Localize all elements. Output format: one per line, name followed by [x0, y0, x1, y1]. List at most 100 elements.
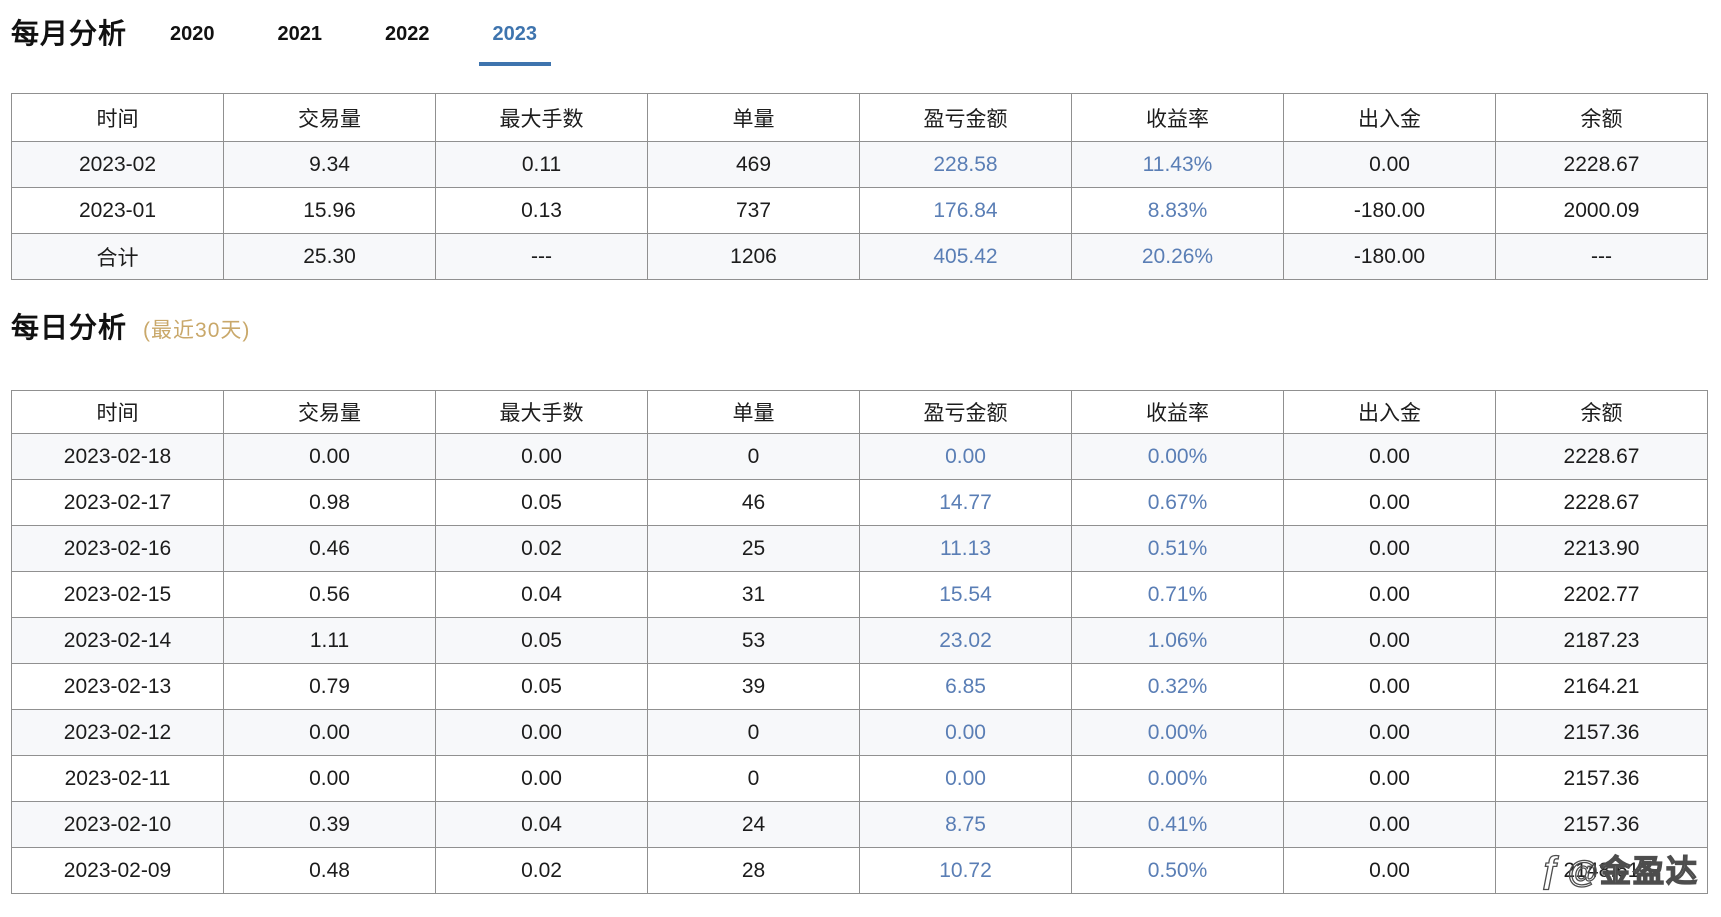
cell: 2023-02-09 — [11, 847, 224, 894]
cell: 0.48 — [223, 847, 436, 894]
table-row: 合计 25.30 --- 1206 405.42 20.26% -180.00 --- — [11, 233, 1708, 280]
cell: 228.58 — [859, 141, 1072, 188]
cell: 2023-02-16 — [11, 525, 224, 572]
cell: 20.26% — [1071, 233, 1284, 280]
table-row: 2023-02-16 0.46 0.02 25 11.13 0.51% 0.00 2213.9… — [11, 525, 1708, 572]
tab-2023[interactable]: 2023 — [478, 16, 552, 66]
cell: 0.00 — [435, 709, 648, 756]
column-header: 余额 — [1495, 93, 1708, 142]
cell: 0.46 — [223, 525, 436, 572]
table-row: 2023-02-13 0.79 0.05 39 6.85 0.32% 0.00 2164.21 — [11, 663, 1708, 710]
column-header: 盈亏金额 — [859, 390, 1072, 434]
cell: 24 — [647, 801, 860, 848]
cell: 0.00% — [1071, 755, 1284, 802]
table-row: 2023-02-17 0.98 0.05 46 14.77 0.67% 0.00 2228.6… — [11, 479, 1708, 526]
cell: 25 — [647, 525, 860, 572]
cell: 2023-01 — [11, 187, 224, 234]
cell: 0 — [647, 755, 860, 802]
cell: 2023-02-10 — [11, 801, 224, 848]
cell: 2157.36 — [1495, 709, 1708, 756]
table-row: 2023-02-12 0.00 0.00 0 0.00 0.00% 0.00 2157.36 — [11, 709, 1708, 756]
column-header: 时间 — [11, 390, 224, 434]
cell: 0.00% — [1071, 709, 1284, 756]
cell: 28 — [647, 847, 860, 894]
tab-2021[interactable]: 2021 — [277, 23, 323, 45]
daily-table: 时间 交易量 最大手数 单量 盈亏金额 收益率 出入金 余额 2023-02-18 0.00 0.… — [11, 390, 1708, 894]
cell: 0.51% — [1071, 525, 1284, 572]
column-header: 出入金 — [1283, 390, 1496, 434]
cell: 0.00 — [859, 433, 1072, 480]
cell: 0.00 — [1283, 479, 1496, 526]
cell: 23.02 — [859, 617, 1072, 664]
cell: 0.32% — [1071, 663, 1284, 710]
cell: 2023-02-11 — [11, 755, 224, 802]
cell: 737 — [647, 187, 860, 234]
cell: 176.84 — [859, 187, 1072, 234]
cell: --- — [1495, 233, 1708, 280]
cell: 0.04 — [435, 801, 648, 848]
table-row: 2023-02-18 0.00 0.00 0 0.00 0.00% 0.00 2228.67 — [11, 433, 1708, 480]
tab-2022[interactable]: 2022 — [385, 23, 430, 45]
cell: 10.72 — [859, 847, 1072, 894]
cell: 2023-02-12 — [11, 709, 224, 756]
cell: 2164.21 — [1495, 663, 1708, 710]
cell: 0.00 — [223, 755, 436, 802]
cell: 8.83% — [1071, 187, 1284, 234]
cell: 11.43% — [1071, 141, 1284, 188]
cell: 1.11 — [223, 617, 436, 664]
cell: 0.13 — [435, 187, 648, 234]
cell: 15.96 — [223, 187, 436, 234]
cell: 1.06% — [1071, 617, 1284, 664]
cell: 0.02 — [435, 525, 648, 572]
cell: 2023-02-17 — [11, 479, 224, 526]
daily-table-body: 2023-02-18 0.00 0.00 0 0.00 0.00% 0.00 2228.67 2… — [11, 433, 1708, 894]
daily-table-header: 时间 交易量 最大手数 单量 盈亏金额 收益率 出入金 余额 — [11, 390, 1708, 434]
cell: 0 — [647, 433, 860, 480]
analysis-page: 每月分析 2020 2021 2022 2023 时间 交易量 最大手数 单量 盈亏金额 收益率… — [11, 16, 1708, 894]
cell: 2000.09 — [1495, 187, 1708, 234]
tab-2020[interactable]: 2020 — [170, 23, 215, 45]
header-row: 时间 交易量 最大手数 单量 盈亏金额 收益率 出入金 余额 — [11, 390, 1708, 434]
cell: 0.39 — [223, 801, 436, 848]
cell: 2023-02-15 — [11, 571, 224, 618]
cell: 0.04 — [435, 571, 648, 618]
monthly-title: 每月分析 — [11, 18, 128, 49]
column-header: 出入金 — [1283, 93, 1496, 142]
cell: 53 — [647, 617, 860, 664]
table-row: 2023-02-10 0.39 0.04 24 8.75 0.41% 0.00 2157.36 — [11, 801, 1708, 848]
cell: 0.56 — [223, 571, 436, 618]
cell: 31 — [647, 571, 860, 618]
cell: --- — [435, 233, 648, 280]
monthly-section-header: 每月分析 2020 2021 2022 2023 — [11, 16, 1708, 66]
cell: 0.00 — [1283, 525, 1496, 572]
table-row: 2023-01 15.96 0.13 737 176.84 8.83% -180.00 200… — [11, 187, 1708, 234]
cell: 0.98 — [223, 479, 436, 526]
cell: 0.00 — [1283, 141, 1496, 188]
cell: 0.00 — [223, 709, 436, 756]
cell: 0.11 — [435, 141, 648, 188]
cell: 9.34 — [223, 141, 436, 188]
cell: 46 — [647, 479, 860, 526]
cell: 39 — [647, 663, 860, 710]
cell: 0.00 — [1283, 755, 1496, 802]
cell: 2228.67 — [1495, 433, 1708, 480]
column-header: 单量 — [647, 390, 860, 434]
monthly-table-header: 时间 交易量 最大手数 单量 盈亏金额 收益率 出入金 余额 — [11, 93, 1708, 142]
cell: 0.05 — [435, 479, 648, 526]
table-row: 2023-02-15 0.56 0.04 31 15.54 0.71% 0.00 2202.7… — [11, 571, 1708, 618]
monthly-table-body: 2023-02 9.34 0.11 469 228.58 11.43% 0.00 2228.6… — [11, 141, 1708, 280]
cell: 8.75 — [859, 801, 1072, 848]
table-row: 2023-02-11 0.00 0.00 0 0.00 0.00% 0.00 2157.36 — [11, 755, 1708, 802]
cell: 0.00 — [435, 755, 648, 802]
cell: 1206 — [647, 233, 860, 280]
cell: 合计 — [11, 233, 224, 280]
column-header: 最大手数 — [435, 390, 648, 434]
cell: 0.00 — [1283, 433, 1496, 480]
cell: 2157.36 — [1495, 755, 1708, 802]
cell: 0.00 — [1283, 709, 1496, 756]
cell: 405.42 — [859, 233, 1072, 280]
cell: 0.79 — [223, 663, 436, 710]
cell: 2023-02-18 — [11, 433, 224, 480]
monthly-table: 时间 交易量 最大手数 单量 盈亏金额 收益率 出入金 余额 2023-02 9.34 0.11 4… — [11, 93, 1708, 280]
cell: 2228.67 — [1495, 479, 1708, 526]
